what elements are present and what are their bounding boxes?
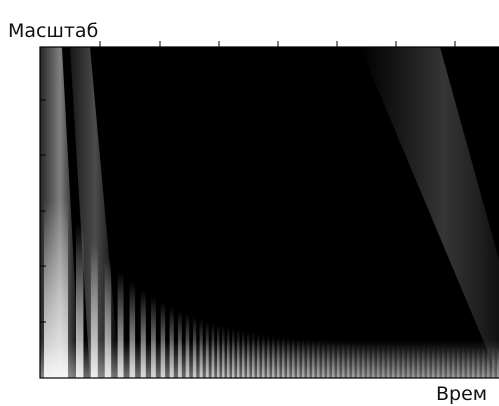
- stripe: [452, 346, 455, 378]
- stripe: [422, 345, 425, 378]
- stripe: [417, 345, 420, 378]
- stripe: [392, 344, 395, 378]
- stripe: [302, 339, 305, 378]
- stripe: [151, 296, 156, 378]
- stripe: [177, 310, 182, 378]
- stripe: [347, 342, 350, 378]
- stripe: [497, 347, 499, 378]
- stripe: [44, 200, 60, 378]
- stripe: [477, 346, 480, 378]
- stripe: [462, 346, 465, 378]
- stripe: [442, 346, 445, 378]
- x-axis-label: Врем: [436, 383, 487, 405]
- stripe: [242, 330, 245, 378]
- stripe: [307, 339, 310, 378]
- stripe: [192, 316, 197, 378]
- stripe: [237, 329, 240, 378]
- stripe: [472, 346, 475, 378]
- stripe: [312, 340, 315, 378]
- stripe: [205, 321, 209, 378]
- stripe: [297, 338, 300, 378]
- stripe: [282, 336, 285, 378]
- stripe: [272, 335, 275, 378]
- stripe: [140, 289, 146, 378]
- stripe: [327, 341, 330, 378]
- stripe: [482, 346, 485, 378]
- stripe: [362, 343, 365, 378]
- stripe: [129, 281, 136, 378]
- stripe: [267, 334, 270, 378]
- stripe: [199, 318, 203, 378]
- stripe: [487, 347, 490, 378]
- stripe: [457, 346, 460, 378]
- stripe: [60, 198, 68, 378]
- stripe: [432, 346, 435, 378]
- stripe: [342, 342, 345, 378]
- stripe: [332, 341, 335, 378]
- stripe: [185, 313, 190, 378]
- stripe: [352, 343, 355, 378]
- stripe: [104, 259, 112, 378]
- stripe: [222, 325, 225, 378]
- stripe: [382, 344, 385, 378]
- stripe: [492, 347, 495, 378]
- stripe: [337, 342, 340, 378]
- stripe: [407, 345, 410, 378]
- stripe: [216, 324, 220, 378]
- stripe: [277, 336, 280, 378]
- stripe: [357, 343, 360, 378]
- stripe: [387, 344, 390, 378]
- stripe: [262, 334, 265, 378]
- stripe: [247, 331, 250, 378]
- stripe: [287, 337, 290, 378]
- stripe: [372, 344, 375, 378]
- stripe: [90, 243, 98, 378]
- stripe: [117, 271, 124, 378]
- stripe: [76, 223, 84, 378]
- stripe: [160, 302, 166, 378]
- stripe: [292, 338, 295, 378]
- stripe: [447, 346, 450, 378]
- stripe: [169, 306, 174, 378]
- stripe: [211, 322, 215, 378]
- stripe: [412, 345, 415, 378]
- plot-area: [40, 47, 499, 378]
- stripe: [377, 344, 380, 378]
- stripe: [232, 328, 235, 378]
- stripe: [402, 345, 405, 378]
- stripe: [367, 343, 370, 378]
- stripe: [322, 341, 325, 378]
- stripe: [252, 332, 255, 378]
- stripe: [257, 333, 260, 378]
- stripe: [427, 346, 430, 378]
- stripe: [317, 340, 320, 378]
- stripe: [227, 326, 230, 378]
- y-axis-label: Масштаб: [8, 20, 98, 42]
- stripe: [467, 346, 470, 378]
- stripe: [437, 346, 440, 378]
- stripe: [397, 345, 400, 378]
